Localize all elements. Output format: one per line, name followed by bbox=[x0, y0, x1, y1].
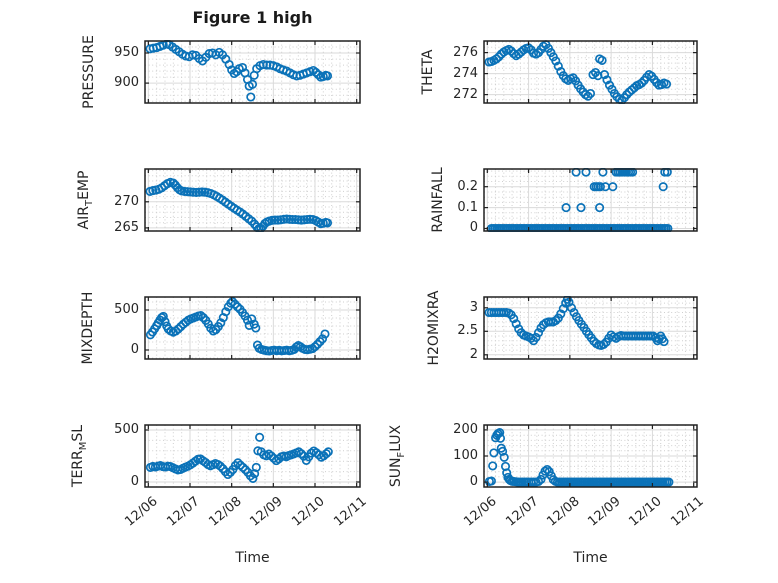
y-tick-label: 270 bbox=[114, 193, 139, 209]
y-tick-label: 0 bbox=[469, 474, 478, 490]
series-theta bbox=[484, 40, 672, 104]
y-axis-label-text: PRESSURE bbox=[81, 35, 97, 109]
figure-title: Figure 1 high bbox=[192, 8, 313, 27]
y-axis-label-text: MIXDEPTH bbox=[80, 291, 96, 365]
y-axis-label-text: TERR bbox=[70, 450, 86, 488]
y-axis-label-subscript: M bbox=[78, 441, 89, 451]
y-axis-label-text: RAINFALL bbox=[430, 167, 446, 233]
y-tick-label: 0 bbox=[130, 342, 139, 358]
y-tick-label: 500 bbox=[114, 421, 139, 437]
series-h2omixra bbox=[484, 296, 669, 350]
y-axis-label-mixdepth: MIXDEPTH bbox=[78, 258, 98, 398]
y-axis-label-h2omixra: H2OMIXRA bbox=[424, 258, 444, 398]
y-tick-label: 3 bbox=[469, 299, 478, 315]
y-tick-label: 272 bbox=[453, 86, 478, 102]
y-tick-label: 100 bbox=[453, 448, 478, 463]
y-axis-label-text: LUX bbox=[388, 424, 404, 452]
y-tick-label: 0.1 bbox=[457, 199, 478, 215]
y-tick-label: 950 bbox=[114, 45, 139, 61]
y-axis-label-text: H2OMIXRA bbox=[426, 290, 442, 366]
y-tick-label: 0 bbox=[130, 474, 139, 489]
series-air-temp bbox=[145, 177, 333, 232]
series-sun-flux bbox=[484, 428, 674, 487]
y-tick-label: 500 bbox=[114, 301, 139, 317]
y-axis-label-subscript: F bbox=[396, 451, 407, 458]
x-axis-label: Time bbox=[573, 550, 608, 566]
series-rainfall bbox=[486, 168, 673, 232]
subplot-mixdepth bbox=[144, 296, 361, 360]
y-axis-label-theta: THETA bbox=[418, 2, 438, 142]
y-axis-label-rainfall: RAINFALL bbox=[428, 130, 448, 270]
subplot-pressure bbox=[144, 40, 361, 104]
series-mixdepth bbox=[145, 297, 330, 356]
y-tick-label: 900 bbox=[114, 75, 139, 91]
y-tick-label: 2 bbox=[469, 346, 478, 362]
y-axis-label-air-temp: AIRTEMP bbox=[74, 130, 95, 270]
y-axis-label-pressure: PRESSURE bbox=[79, 2, 99, 142]
y-axis-label-sun-flux: SUNFLUX bbox=[386, 386, 407, 526]
y-axis-label-text: SUN bbox=[388, 457, 404, 488]
y-axis-label-terr-msl: TERRMSL bbox=[68, 386, 89, 526]
y-tick-label: 0.2 bbox=[457, 178, 478, 194]
y-tick-label: 276 bbox=[453, 44, 478, 60]
y-tick-label: 2.5 bbox=[457, 323, 478, 339]
series-terr-msl bbox=[145, 432, 333, 483]
y-tick-label: 200 bbox=[453, 421, 478, 437]
y-axis-label-text: SL bbox=[70, 424, 86, 442]
subplot-terr-msl bbox=[144, 424, 361, 488]
y-axis-label-text: EMP bbox=[76, 170, 92, 200]
y-tick-label: 0 bbox=[469, 220, 478, 236]
subplot-air-temp bbox=[144, 168, 361, 232]
series-pressure bbox=[145, 40, 333, 102]
subplot-theta bbox=[483, 40, 698, 104]
y-axis-label-subscript: T bbox=[84, 199, 95, 207]
subplot-sun-flux bbox=[483, 424, 698, 488]
y-axis-label-text: AIR bbox=[76, 206, 92, 230]
subplot-h2omixra bbox=[483, 296, 698, 360]
subplot-rainfall bbox=[483, 168, 698, 232]
y-axis-label-text: THETA bbox=[420, 49, 436, 95]
y-tick-label: 274 bbox=[453, 65, 478, 81]
x-axis-label: Time bbox=[235, 550, 270, 566]
y-tick-label: 265 bbox=[114, 219, 139, 235]
